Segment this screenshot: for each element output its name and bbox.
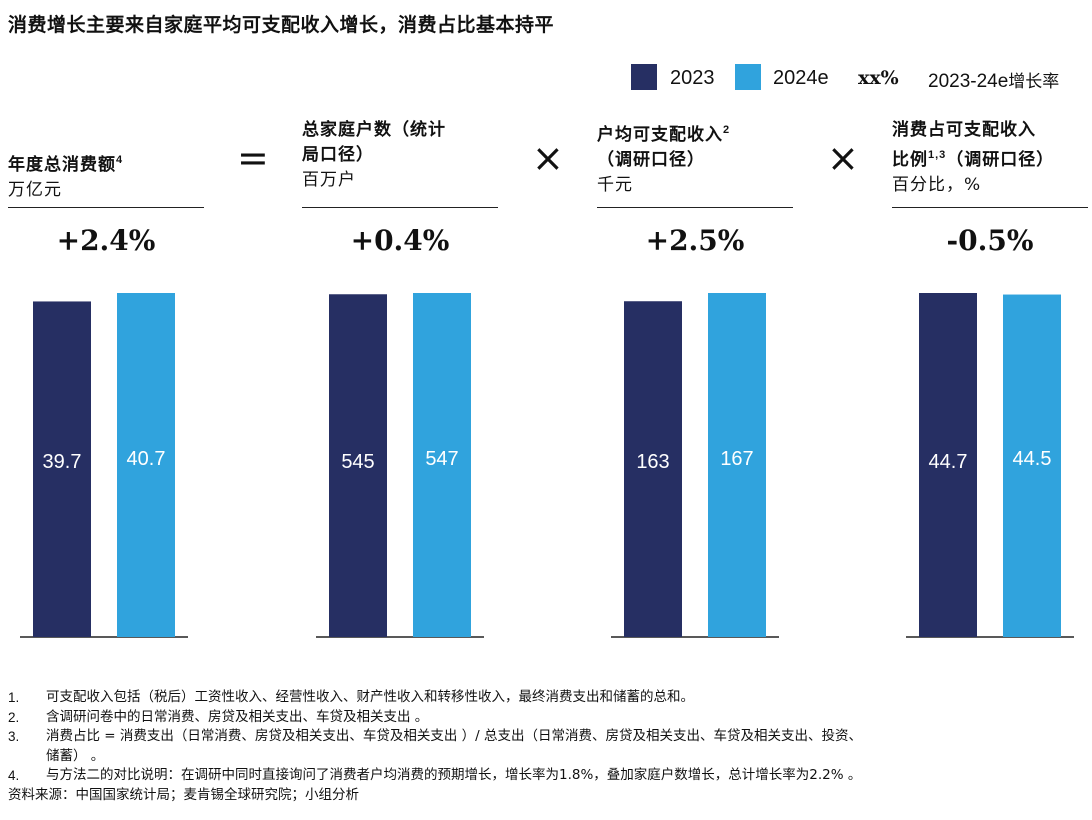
bar-value-label: 167 (720, 448, 753, 470)
legend-growth-label: 2023-24e增长率 (928, 67, 1059, 93)
bar-2024e (117, 293, 175, 637)
panel-title-line2: （调研口径） (597, 150, 705, 170)
panel-title: 消费占可支配收入 (892, 120, 1036, 140)
legend-growth-cn: 增长率 (1008, 72, 1060, 92)
panel-unit: 百分比，% (892, 175, 982, 195)
footnote-text: 消费占比 = 消费支出（日常消费、房贷及相关支出、车贷及相关支出 ）/ 总支出（… (46, 728, 863, 744)
bar-2023 (624, 301, 682, 637)
growth-rate-disposable-income: +2.5% (645, 224, 745, 257)
source-note: 资料来源：中国国家统计局；麦肯锡全球研究院；小组分析 (8, 786, 359, 803)
footnote-text-continued: 储蓄） 。 (46, 747, 105, 764)
panel-header-total-consumption: 年度总消费额4 万亿元 (8, 118, 204, 208)
times-operator-2: × (827, 136, 859, 180)
growth-rate-total-consumption: +2.4% (56, 224, 156, 257)
panel-unit: 千元 (597, 175, 633, 195)
panel-header-disposable-income: 户均可支配收入2 （调研口径） 千元 (597, 118, 793, 208)
footnote-text: 与方法二的对比说明：在调研中同时直接询问了消费者户均消费的预期增长，增长率为1.… (46, 767, 862, 783)
panel-header-households: 总家庭户数（统计 局口径） 百万户 (302, 118, 498, 208)
legend-swatch-2024e (735, 64, 761, 90)
bar-value-label: 163 (636, 451, 669, 473)
legend-growth-years: 2023-24e (928, 71, 1009, 92)
equals-operator: = (237, 136, 269, 180)
footnote-text: 含调研问卷中的日常消费、房贷及相关支出、车贷及相关支出 。 (46, 708, 429, 725)
legend-label-2024e: 2024e (773, 67, 829, 89)
growth-rate-households: +0.4% (350, 224, 450, 257)
bar-value-label: 44.7 (929, 451, 968, 473)
panel-unit: 百万户 (302, 170, 356, 190)
footnote-text: 可支配收入包括（税后）工资性收入、经营性收入、财产性收入和转移性收入，最终消费支… (46, 689, 694, 705)
footnote-number: 4. (8, 768, 20, 783)
bar-2023 (33, 301, 91, 637)
bar-value-label: 39.7 (43, 451, 82, 473)
bar-2024e (413, 293, 471, 637)
footnote-number: 1. (8, 690, 20, 705)
bar-2024e (1003, 294, 1061, 637)
times-operator-1: × (532, 136, 564, 180)
bar-value-label: 40.7 (127, 448, 166, 470)
panel-title: 总家庭户数（统计 (302, 120, 446, 140)
bar-2023 (919, 293, 977, 637)
bar-2023 (329, 294, 387, 637)
panel-unit: 万亿元 (8, 180, 62, 200)
bar-value-label: 547 (425, 448, 458, 470)
panel-title-line2: 局口径） (302, 145, 374, 165)
legend-swatch-2023 (631, 64, 657, 90)
bar-charts: 39.7 40.7 545 547 163 167 44.7 44.5 (20, 293, 1074, 638)
footnote-1: 1. 可支配收入包括（税后）工资性收入、经营性收入、财产性收入和转移性收入，最终… (8, 688, 1088, 708)
legend-growth-symbol: xx% (858, 67, 899, 89)
footnote-4: 4. 与方法二的对比说明：在调研中同时直接询问了消费者户均消费的预期增长，增长率… (8, 766, 1088, 786)
panel-title-line2: 比例1,3（调研口径） (892, 149, 1055, 170)
footnotes: 1. 可支配收入包括（税后）工资性收入、经营性收入、财产性收入和转移性收入，最终… (8, 688, 1088, 805)
footnote-number: 2. (8, 709, 20, 725)
footnote-number: 3. (8, 729, 20, 744)
chart-title: 消费增长主要来自家庭平均可支配收入增长，消费占比基本持平 (8, 14, 555, 36)
panel-header-consumption-share: 消费占可支配收入 比例1,3（调研口径） 百分比，% (892, 118, 1088, 208)
bar-value-label: 44.5 (1013, 448, 1052, 470)
footnote-3: 3. 消费占比 = 消费支出（日常消费、房贷及相关支出、车贷及相关支出 ）/ 总… (8, 727, 1088, 766)
panel-title: 年度总消费额4 (8, 154, 124, 175)
footnote-2: 2. 含调研问卷中的日常消费、房贷及相关支出、车贷及相关支出 。 (8, 708, 1088, 728)
legend-label-2023: 2023 (670, 67, 715, 89)
bar-value-label: 545 (341, 451, 374, 473)
panel-title: 户均可支配收入2 (597, 124, 731, 145)
growth-rate-consumption-share: -0.5% (946, 224, 1034, 257)
bar-2024e (708, 293, 766, 637)
